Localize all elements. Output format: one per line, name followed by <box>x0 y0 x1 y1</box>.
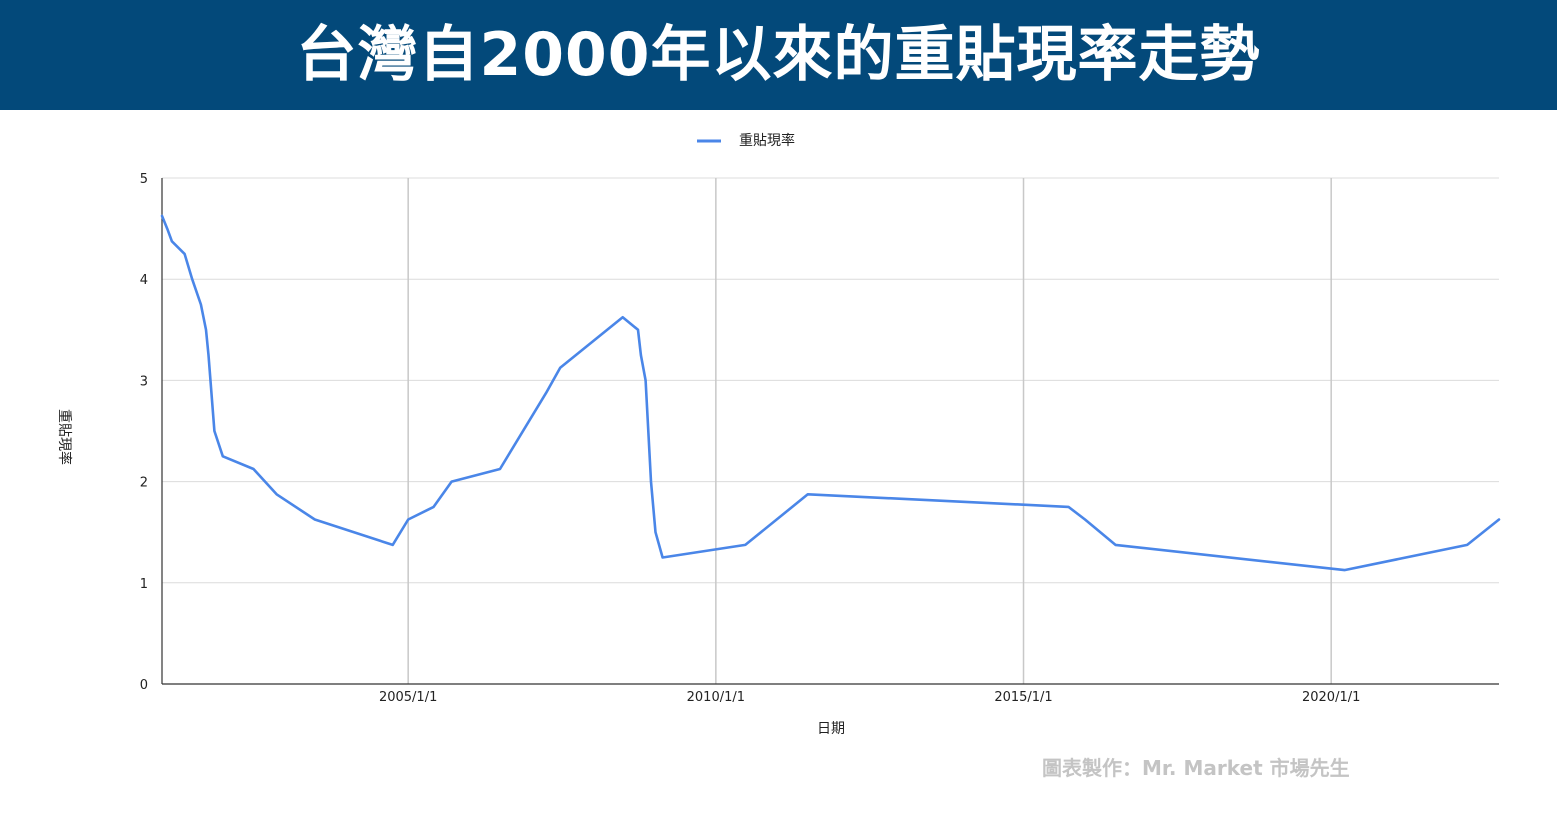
title-banner: 台灣自2000年以來的重貼現率走勢 <box>0 0 1557 110</box>
legend-label-discount-rate: 重貼現率 <box>739 132 795 149</box>
series-line-discount-rate <box>160 214 1501 572</box>
axes <box>161 178 1499 685</box>
series-layer <box>160 214 1501 572</box>
y-tick-label: 3 <box>140 374 148 389</box>
y-tick-label: 0 <box>140 678 148 693</box>
page-title: 台灣自2000年以來的重貼現率走勢 <box>296 20 1261 90</box>
x-tick-label: 2020/1/1 <box>1302 690 1360 705</box>
x-tick-label: 2015/1/1 <box>994 690 1052 705</box>
y-tick-label: 5 <box>140 172 148 187</box>
y-tick-labels: 0 1 2 3 4 5 <box>140 172 148 693</box>
gridlines <box>162 177 1499 684</box>
x-tick-label: 2010/1/1 <box>687 690 745 705</box>
y-axis-title: 重貼現率 <box>56 409 73 465</box>
y-tick-label: 4 <box>140 273 148 288</box>
x-tick-labels: 2005/1/1 2010/1/1 2015/1/1 2020/1/1 <box>379 690 1360 705</box>
y-tick-label: 1 <box>140 577 148 592</box>
legend: 重貼現率 <box>697 132 795 149</box>
x-tick-label: 2005/1/1 <box>379 690 437 705</box>
y-tick-label: 2 <box>140 476 148 491</box>
watermark: 圖表製作：Mr. Market 市場先生 <box>1042 756 1350 780</box>
x-axis-title: 日期 <box>817 721 845 737</box>
